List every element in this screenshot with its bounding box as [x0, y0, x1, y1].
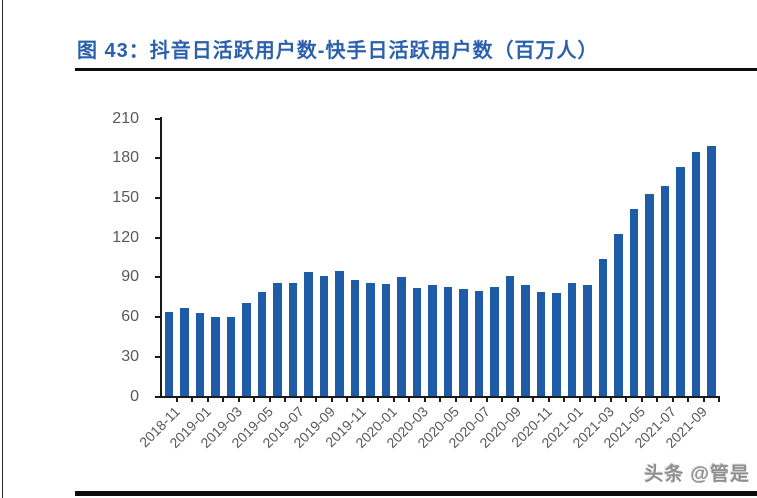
x-axis-tick	[191, 397, 193, 402]
bar-2021-08	[676, 167, 685, 397]
bar-2020-06	[459, 289, 468, 397]
y-axis-tick-label: 30	[121, 347, 139, 365]
x-axis-tick	[718, 397, 720, 402]
x-axis-tick	[640, 397, 643, 402]
bar-2019-04	[242, 302, 251, 397]
bar-2021-05	[629, 208, 638, 397]
x-axis-tick	[377, 397, 379, 402]
y-axis-tick-label: 150	[112, 188, 139, 206]
bar-2021-10	[707, 146, 716, 397]
y-axis-tick-label: 180	[112, 149, 139, 167]
y-axis-tick	[155, 316, 161, 319]
x-axis-tick	[392, 397, 395, 402]
bar-2020-09	[505, 276, 514, 397]
bar-2020-12	[552, 293, 561, 397]
x-axis-tick	[485, 397, 488, 402]
bar-2018-11	[164, 311, 173, 397]
bar-2020-10	[521, 285, 530, 397]
y-axis-tick	[155, 276, 161, 279]
bar-2019-05	[257, 291, 266, 397]
x-axis-tick	[547, 397, 550, 402]
bar-2021-04	[614, 233, 623, 397]
bar-2021-03	[598, 258, 607, 397]
x-axis-tick	[299, 397, 302, 402]
bar-2019-11	[350, 280, 359, 397]
bar-2020-07	[474, 290, 483, 397]
bar-2019-12	[366, 282, 375, 397]
watermark: 头条 @管是	[644, 464, 750, 485]
bar-2020-03	[412, 287, 421, 397]
bar-2021-07	[660, 186, 669, 397]
bar-2020-05	[443, 286, 452, 397]
bar-2019-07	[288, 282, 297, 397]
x-axis-tick	[346, 397, 348, 402]
bar-2019-01	[195, 313, 204, 397]
bar-2020-02	[397, 277, 406, 397]
bar-2018-12	[180, 307, 189, 397]
y-axis-tick-label: 60	[121, 308, 139, 326]
x-axis-tick	[470, 397, 472, 402]
y-axis-tick	[155, 236, 161, 239]
x-axis-tick	[408, 397, 410, 402]
bar-2019-06	[273, 282, 282, 397]
bar-2021-09	[691, 151, 700, 397]
x-axis-tick	[268, 397, 271, 402]
left-border-line	[2, 0, 3, 498]
x-axis-tick	[237, 397, 240, 402]
bar-2021-06	[645, 193, 654, 397]
bar-2019-02	[211, 317, 220, 397]
x-axis-tick	[516, 397, 519, 402]
x-axis-tick	[532, 397, 534, 402]
x-axis-tick	[625, 397, 627, 402]
x-axis-tick	[423, 397, 426, 402]
x-axis-tick	[594, 397, 596, 402]
y-axis-line	[160, 117, 162, 398]
x-axis-tick	[253, 397, 255, 402]
x-axis-tick	[501, 397, 503, 402]
x-axis-tick	[687, 397, 689, 402]
x-axis-tick	[656, 397, 658, 402]
x-axis-tick	[330, 397, 333, 402]
bar-2020-01	[381, 283, 390, 397]
x-axis-tick	[206, 397, 209, 402]
figure-title: 图 43：抖音日活跃用户数-快手日活跃用户数（百万人）	[77, 40, 599, 62]
bar-2021-01	[567, 282, 576, 397]
x-axis-tick	[609, 397, 612, 402]
x-axis-tick	[439, 397, 441, 402]
bar-2019-03	[226, 317, 235, 397]
x-axis-tick	[563, 397, 565, 402]
x-axis-tick	[578, 397, 581, 402]
x-axis-tick	[454, 397, 457, 402]
bar-2020-11	[536, 291, 545, 397]
title-underline	[75, 68, 757, 71]
bar-2020-08	[490, 286, 499, 397]
y-axis-tick	[155, 157, 161, 160]
x-axis-tick	[702, 397, 705, 402]
y-axis-tick-label: 90	[121, 268, 139, 286]
bottom-border-line	[75, 491, 757, 496]
y-axis-tick	[155, 355, 161, 358]
x-axis-tick	[315, 397, 317, 402]
y-axis-tick	[155, 117, 161, 120]
y-axis-tick	[155, 196, 161, 199]
x-axis-tick	[222, 397, 224, 402]
y-axis-tick-label: 120	[112, 228, 139, 246]
x-axis-tick	[284, 397, 286, 402]
bar-2020-04	[428, 285, 437, 397]
bar-2019-08	[304, 272, 313, 397]
bar-2019-10	[335, 270, 344, 397]
x-axis-tick	[175, 397, 178, 402]
x-axis-tick	[361, 397, 364, 402]
y-axis-tick-label: 210	[112, 109, 139, 127]
y-axis-tick-label: 0	[130, 387, 139, 405]
x-axis-tick	[671, 397, 674, 402]
y-axis-tick	[155, 395, 161, 398]
bar-2021-02	[583, 285, 592, 397]
bar-2019-09	[319, 276, 328, 397]
